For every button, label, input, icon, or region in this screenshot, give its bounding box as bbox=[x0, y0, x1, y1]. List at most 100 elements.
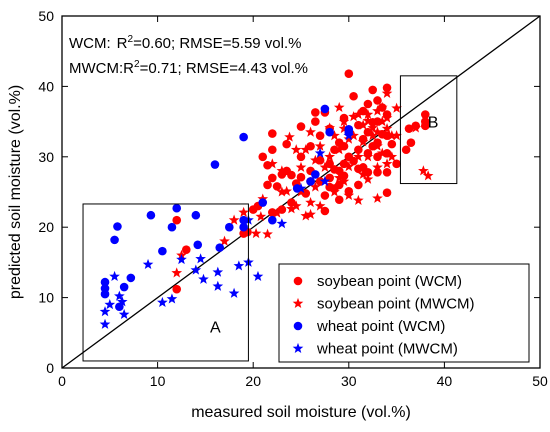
legend-label: wheat point (MWCM) bbox=[316, 341, 458, 358]
data-point-circle bbox=[272, 182, 282, 191]
data-point-circle bbox=[320, 104, 330, 114]
data-point-star bbox=[266, 158, 278, 169]
data-point-star bbox=[376, 101, 388, 113]
data-point-star bbox=[99, 318, 111, 329]
data-point-star bbox=[324, 151, 336, 162]
data-point-star bbox=[271, 207, 283, 218]
data-point-star bbox=[353, 108, 364, 120]
data-point-star bbox=[310, 154, 321, 165]
data-point-star bbox=[343, 161, 355, 172]
data-point-circle bbox=[100, 277, 110, 287]
data-point-circle bbox=[110, 235, 119, 245]
data-point-star bbox=[381, 112, 393, 123]
data-point-circle bbox=[349, 156, 358, 166]
region-box-b bbox=[399, 75, 458, 185]
data-point-star bbox=[329, 186, 340, 197]
data-point-star bbox=[333, 172, 345, 183]
data-point-star bbox=[252, 270, 264, 282]
data-point-star bbox=[276, 218, 288, 229]
data-point-star bbox=[99, 306, 111, 317]
data-point-circle bbox=[167, 222, 177, 232]
data-point-star bbox=[367, 122, 379, 133]
data-point-circle bbox=[296, 172, 306, 182]
data-point-circle bbox=[306, 177, 315, 186]
data-point-circle bbox=[406, 138, 416, 148]
x-tick-label: 40 bbox=[437, 373, 453, 389]
data-point-star bbox=[305, 196, 316, 208]
data-point-star bbox=[212, 266, 224, 277]
legend-label: soybean point (WCM) bbox=[317, 273, 462, 290]
legend-marker bbox=[293, 321, 303, 331]
data-point-star bbox=[295, 182, 307, 194]
data-point-star bbox=[295, 161, 307, 172]
data-point-star bbox=[343, 133, 355, 144]
legend-item: wheat point (MWCM) bbox=[292, 341, 458, 358]
data-point-circle bbox=[191, 210, 201, 220]
data-point-star bbox=[343, 189, 355, 201]
data-point-circle bbox=[382, 83, 392, 93]
data-point-star bbox=[357, 119, 369, 130]
data-point-circle bbox=[119, 282, 129, 292]
data-point-star bbox=[195, 253, 206, 264]
plot-frame bbox=[61, 15, 541, 369]
data-point-star bbox=[295, 186, 307, 197]
data-point-circle bbox=[100, 289, 110, 299]
data-point-star bbox=[353, 194, 364, 205]
legend-item: soybean point (WCM) bbox=[293, 273, 462, 290]
data-point-star bbox=[329, 130, 340, 141]
data-point-circle bbox=[420, 110, 430, 119]
data-point-star bbox=[372, 140, 383, 151]
data-point-star bbox=[343, 130, 355, 141]
data-point-star bbox=[157, 296, 168, 308]
data-point-star bbox=[276, 186, 288, 197]
data-point-circle bbox=[373, 152, 382, 162]
data-point-star bbox=[250, 227, 262, 239]
data-point-star bbox=[166, 293, 178, 304]
data-point-circle bbox=[215, 243, 225, 252]
x-tick-label: 30 bbox=[341, 373, 357, 389]
data-point-star bbox=[376, 116, 388, 127]
data-point-circle bbox=[126, 273, 136, 283]
data-point-circle bbox=[225, 222, 234, 232]
data-point-star bbox=[362, 151, 374, 162]
stats-mwcm: MWCM:R2=0.71; RMSE=4.43 vol.% bbox=[69, 59, 308, 77]
data-point-star bbox=[362, 108, 374, 120]
x-tick-label: 20 bbox=[245, 373, 261, 389]
region-label-a: A bbox=[210, 320, 221, 337]
data-point-star bbox=[353, 151, 364, 162]
data-point-circle bbox=[392, 159, 401, 169]
data-point-circle bbox=[268, 173, 277, 183]
x-tick-label: 0 bbox=[58, 373, 66, 389]
data-point-star bbox=[118, 308, 130, 320]
data-point-circle bbox=[320, 191, 330, 200]
data-point-circle bbox=[268, 129, 277, 138]
data-point-circle bbox=[311, 170, 320, 179]
data-point-circle bbox=[311, 117, 320, 126]
data-point-star bbox=[198, 273, 209, 284]
data-point-star bbox=[238, 206, 249, 217]
data-point-circle bbox=[172, 203, 182, 213]
legend-label: wheat point (WCM) bbox=[316, 318, 445, 335]
data-point-circle bbox=[113, 222, 122, 231]
data-point-circle bbox=[363, 99, 373, 109]
stats-mwcm-label: MWCM: bbox=[69, 60, 123, 77]
data-point-circle bbox=[387, 139, 397, 149]
data-point-star bbox=[338, 175, 350, 186]
data-point-star bbox=[376, 147, 388, 158]
data-point-circle bbox=[296, 152, 306, 162]
data-point-star bbox=[381, 123, 393, 134]
data-point-circle bbox=[193, 240, 203, 250]
y-tick-label: 0 bbox=[46, 360, 54, 376]
data-point-circle bbox=[315, 131, 325, 140]
data-point-circle bbox=[334, 180, 344, 190]
data-point-circle bbox=[268, 208, 277, 217]
data-point-star bbox=[171, 267, 183, 278]
data-point-star bbox=[190, 264, 202, 275]
data-point-star bbox=[314, 200, 326, 211]
data-point-star bbox=[381, 158, 393, 169]
legend-item: wheat point (WCM) bbox=[293, 318, 445, 335]
data-point-circle bbox=[382, 167, 392, 177]
data-point-circle bbox=[368, 85, 378, 95]
y-tick-label: 50 bbox=[38, 8, 54, 24]
legend-marker bbox=[292, 342, 304, 354]
